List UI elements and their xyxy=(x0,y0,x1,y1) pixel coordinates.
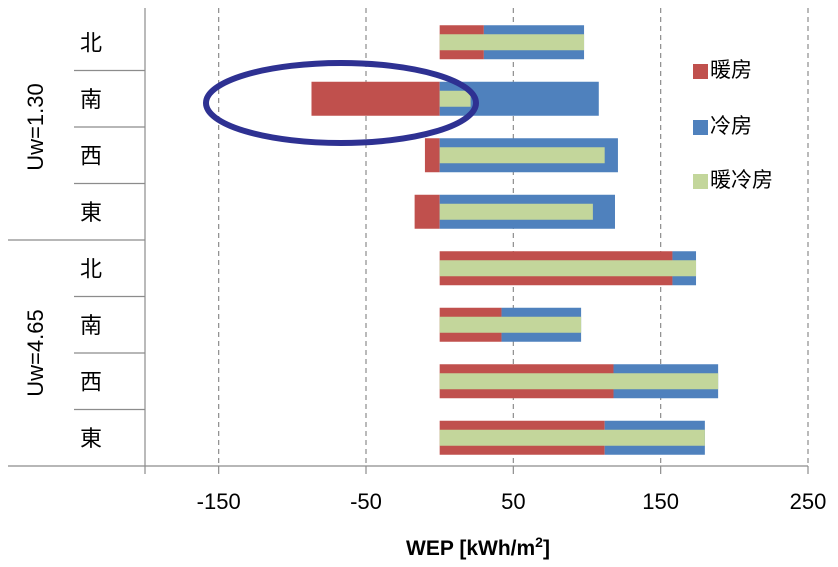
legend-swatch xyxy=(693,174,708,189)
bars xyxy=(311,25,719,455)
bar-heating-cooling xyxy=(439,147,605,164)
group-label: Uw=4.65 xyxy=(23,309,48,396)
bar-heating-cooling xyxy=(439,203,593,220)
bar-heating-cooling xyxy=(439,90,471,107)
legend-label: 暖冷房 xyxy=(710,168,773,192)
axes xyxy=(8,8,809,474)
category-label: 東 xyxy=(80,201,102,226)
bar-heating-cooling xyxy=(439,429,705,446)
category-label: 南 xyxy=(80,314,102,339)
bar-heating xyxy=(414,194,440,229)
legend-swatch xyxy=(693,64,708,79)
bar-heating-cooling xyxy=(439,260,697,277)
legend-label: 冷房 xyxy=(710,114,752,138)
category-label: 北 xyxy=(80,257,102,282)
group-label: Uw=1.30 xyxy=(23,83,48,170)
bar-heating-cooling xyxy=(439,316,582,333)
bar-heating-cooling xyxy=(439,373,719,390)
category-label: 南 xyxy=(80,88,102,113)
x-tick-label: 250 xyxy=(790,489,827,514)
category-label: 西 xyxy=(80,144,102,169)
x-axis-title: WEP [kWh/m2] xyxy=(406,534,550,560)
x-tick-label: -150 xyxy=(197,489,241,514)
legend-swatch xyxy=(693,120,708,135)
category-label: 東 xyxy=(80,427,102,452)
x-tick-label: 50 xyxy=(501,489,525,514)
category-label: 北 xyxy=(80,31,102,56)
category-label: 西 xyxy=(80,370,102,395)
x-tick-label: 150 xyxy=(642,489,679,514)
bar-heating xyxy=(311,81,440,116)
bar-heating xyxy=(424,138,440,173)
bar-heating-cooling xyxy=(439,34,585,51)
legend-label: 暖房 xyxy=(710,58,752,82)
x-tick-label: -50 xyxy=(350,489,382,514)
highlight-ellipse xyxy=(203,60,479,146)
highlight xyxy=(203,60,479,146)
